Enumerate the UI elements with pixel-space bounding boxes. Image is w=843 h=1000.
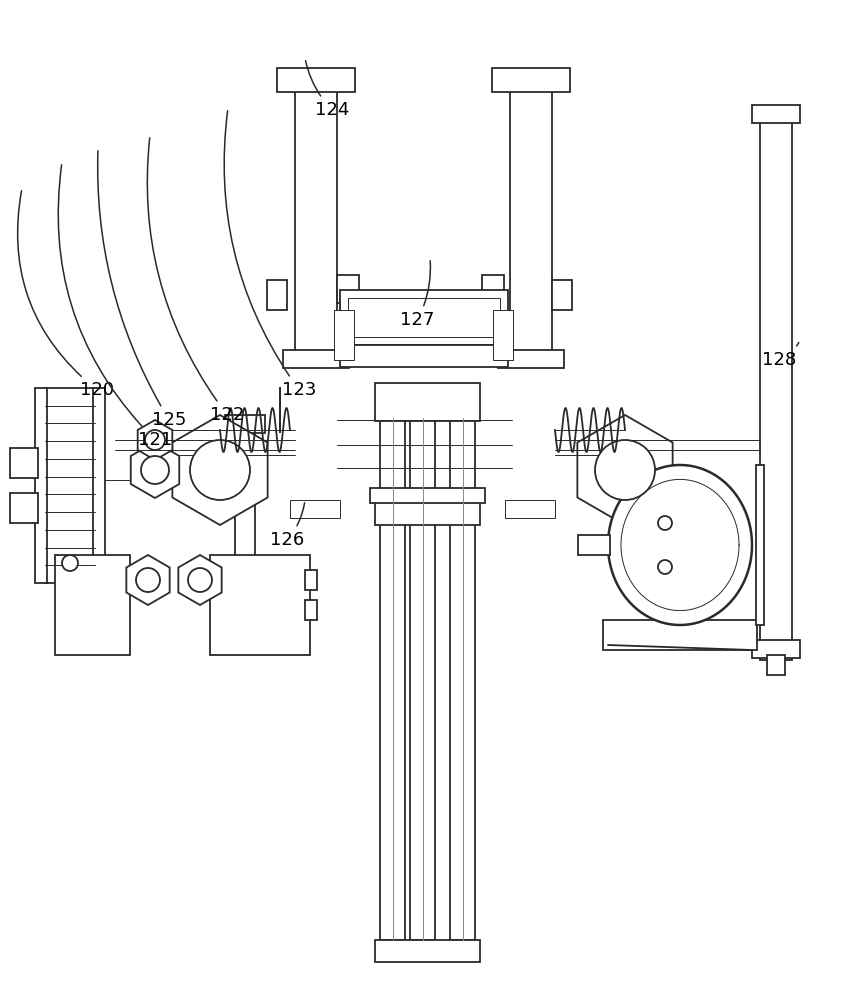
Polygon shape (577, 415, 673, 525)
Text: 121: 121 (58, 165, 172, 449)
Text: 120: 120 (18, 191, 114, 399)
Bar (552, 280, 572, 310)
Polygon shape (172, 415, 267, 525)
Bar (334, 310, 354, 360)
Circle shape (62, 555, 78, 571)
Bar (498, 350, 564, 368)
Bar (370, 488, 485, 503)
Circle shape (190, 440, 250, 500)
Bar (210, 555, 310, 655)
Bar (305, 600, 317, 620)
Polygon shape (179, 555, 222, 605)
Bar (10, 493, 38, 523)
Bar (235, 420, 255, 620)
Text: 124: 124 (305, 61, 349, 119)
Bar (35, 388, 47, 583)
Bar (340, 345, 508, 367)
Bar (375, 500, 480, 525)
Bar (767, 655, 785, 675)
Circle shape (188, 568, 212, 592)
Bar (55, 555, 130, 655)
Bar (380, 418, 405, 940)
Bar (752, 640, 800, 658)
Bar (290, 500, 340, 518)
Bar (340, 290, 508, 345)
Text: 128: 128 (762, 342, 799, 369)
Polygon shape (131, 442, 180, 498)
Bar (375, 940, 480, 962)
Bar (482, 275, 504, 303)
Polygon shape (608, 465, 752, 625)
Text: 127: 127 (400, 261, 434, 329)
Bar (510, 90, 552, 360)
Bar (760, 110, 792, 660)
Text: 125: 125 (98, 151, 186, 429)
Bar (410, 418, 435, 940)
Bar (348, 298, 500, 337)
Circle shape (658, 560, 672, 574)
Bar (10, 448, 38, 478)
Bar (337, 275, 359, 303)
Bar (267, 280, 287, 310)
Bar (756, 465, 764, 625)
Bar (295, 90, 337, 360)
Bar (603, 620, 757, 650)
Bar (283, 350, 349, 368)
Bar (505, 500, 555, 518)
Bar (225, 615, 265, 633)
Circle shape (595, 440, 655, 500)
Circle shape (658, 516, 672, 530)
Text: 122: 122 (148, 138, 244, 424)
Text: 123: 123 (224, 111, 316, 399)
Polygon shape (137, 420, 172, 460)
Circle shape (145, 430, 165, 450)
Circle shape (141, 456, 169, 484)
Bar (45, 388, 95, 583)
Bar (493, 310, 513, 360)
Bar (578, 535, 610, 555)
Bar (450, 418, 475, 940)
Bar (492, 68, 570, 92)
Bar (225, 415, 265, 433)
Circle shape (136, 568, 160, 592)
Bar (375, 383, 480, 421)
Bar (305, 570, 317, 590)
Bar (93, 388, 105, 583)
Polygon shape (126, 555, 169, 605)
Bar (277, 68, 355, 92)
Bar (752, 105, 800, 123)
Text: 126: 126 (270, 503, 304, 549)
